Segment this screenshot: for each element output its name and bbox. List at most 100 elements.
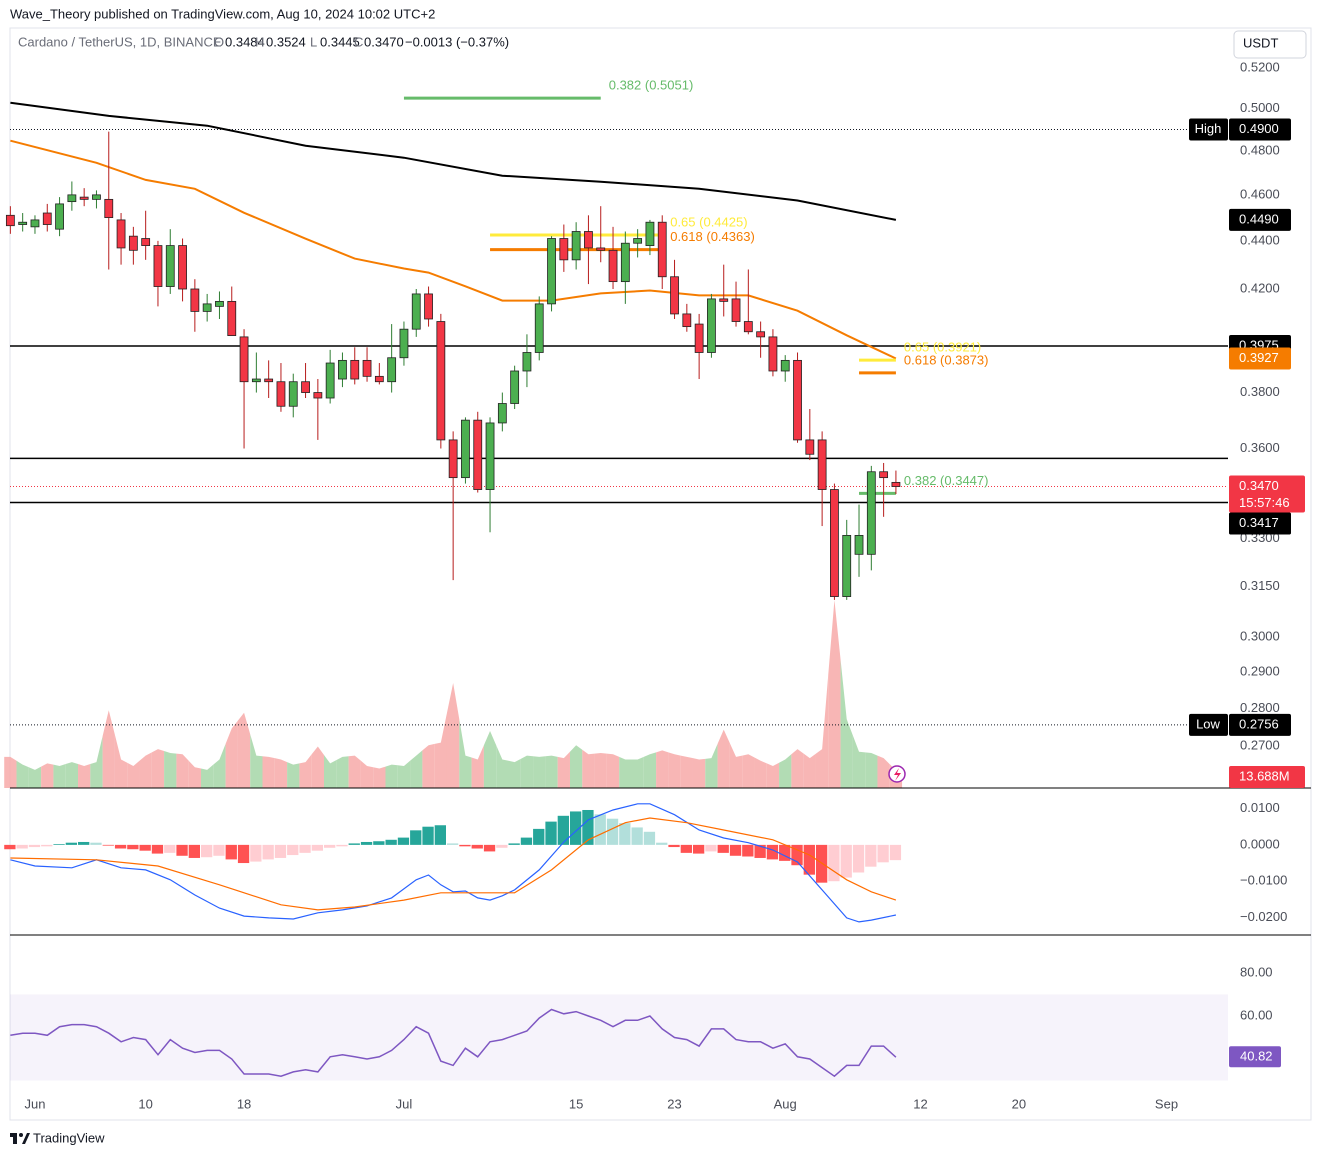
ohlc-key: L	[310, 34, 317, 49]
macd-histogram-bar	[65, 842, 78, 845]
candle-body	[436, 321, 446, 441]
symbol-title: Cardano / TetherUS, 1D, BINANCE	[18, 34, 222, 49]
volume-area	[483, 730, 497, 788]
macd-histogram-bar	[729, 844, 742, 856]
candle-body	[522, 352, 532, 372]
volume-area	[729, 743, 743, 788]
volume-area	[717, 729, 730, 788]
candle-body	[743, 321, 753, 333]
candle-body	[215, 300, 224, 307]
volume-area	[336, 756, 349, 788]
candle-body	[387, 357, 397, 383]
macd-histogram-bar	[90, 842, 102, 845]
macd-histogram-bar	[201, 844, 213, 858]
macd-histogram-bar	[545, 821, 557, 845]
macd-histogram-bar	[631, 827, 643, 845]
brand-name: TradingView	[33, 1130, 105, 1145]
macd-histogram-bar	[705, 844, 717, 852]
volume-area	[397, 760, 411, 788]
extreme-name: Low	[1196, 716, 1220, 731]
ma-tag	[1229, 208, 1291, 231]
macd-histogram-bar	[422, 826, 434, 845]
candle-body	[338, 359, 347, 380]
ohlc-key: H	[255, 34, 264, 49]
macd-histogram-bar	[865, 844, 877, 867]
last-price-tag	[1229, 475, 1305, 513]
volume-area	[520, 755, 534, 788]
candle-body	[571, 231, 581, 261]
candle-body	[411, 293, 421, 330]
candle-body	[645, 221, 655, 246]
candle-body	[92, 194, 101, 200]
candle-body	[153, 245, 163, 287]
macd-histogram-bar	[852, 844, 865, 873]
candle-body	[707, 298, 716, 353]
x-tick-label: Aug	[774, 1096, 797, 1111]
macd-histogram-bar	[299, 844, 311, 853]
volume-area	[631, 756, 644, 788]
candle-body	[891, 481, 901, 487]
ohlc-value: 0.3484	[225, 34, 265, 49]
ohlc-value: 0.3445	[320, 34, 360, 49]
candle-body	[793, 359, 802, 441]
macd-histogram-bar	[287, 844, 299, 856]
volume-area	[41, 763, 54, 788]
volume-area	[643, 752, 657, 788]
volume-area	[422, 743, 435, 788]
volume-area	[78, 764, 91, 788]
candle-body	[424, 293, 433, 320]
volume-area	[766, 762, 780, 788]
candle-body	[301, 381, 310, 393]
volume-area	[865, 752, 878, 788]
currency-button-box[interactable]	[1233, 30, 1307, 59]
candle-body	[202, 303, 212, 312]
volume-area	[299, 754, 312, 788]
x-tick-label: 15	[569, 1096, 583, 1111]
x-tick-label: 23	[667, 1096, 681, 1111]
level-tag	[1229, 512, 1291, 535]
candle-body	[325, 362, 335, 399]
candle-body	[190, 288, 200, 312]
candle-body	[694, 323, 704, 353]
candle-body	[104, 198, 114, 219]
macd-histogram-bar	[385, 839, 397, 845]
volume-area	[668, 752, 681, 788]
macd-histogram-bar	[594, 814, 606, 845]
macd-histogram-bar	[742, 844, 754, 857]
candle-body	[731, 298, 741, 322]
fib-label: 0.382 (0.3447)	[904, 473, 989, 488]
candle-body	[227, 300, 237, 337]
macd-histogram-bar	[828, 844, 840, 882]
volume-area	[779, 754, 792, 788]
volume-area	[459, 719, 472, 788]
currency-button[interactable]: USDT	[1233, 30, 1307, 59]
volume-area	[680, 755, 693, 788]
volume-area	[65, 762, 79, 788]
candle-body	[817, 439, 827, 490]
extreme-name-box	[1189, 118, 1228, 141]
x-tick-label: 20	[1012, 1096, 1026, 1111]
currency-label[interactable]: USDT	[1243, 35, 1278, 50]
macd-histogram-bar	[582, 809, 594, 845]
macd-histogram-bar	[188, 844, 201, 858]
y-tick-label: 0.3150	[1240, 578, 1280, 593]
volume-area	[545, 755, 558, 788]
candle-body	[461, 419, 470, 479]
candle-body	[842, 534, 852, 597]
candle-body	[67, 194, 77, 203]
macd-histogram-bar	[569, 811, 582, 845]
volume-tag-label: 13.688M	[1239, 768, 1290, 783]
y-tick-label: 0.4800	[1240, 142, 1280, 157]
candle-body	[178, 245, 187, 290]
rsi-tag	[1229, 1046, 1281, 1068]
volume-area	[176, 753, 189, 788]
macd-histogram-bar	[483, 844, 496, 852]
ma-tag	[1229, 347, 1291, 370]
macd-histogram-bar	[41, 844, 53, 847]
candle-body	[448, 439, 458, 479]
candle-body	[288, 381, 298, 407]
macd-histogram-bar	[151, 844, 164, 854]
volume-area	[569, 745, 583, 788]
rsi-band	[10, 994, 1228, 1081]
volume-area	[434, 712, 447, 788]
